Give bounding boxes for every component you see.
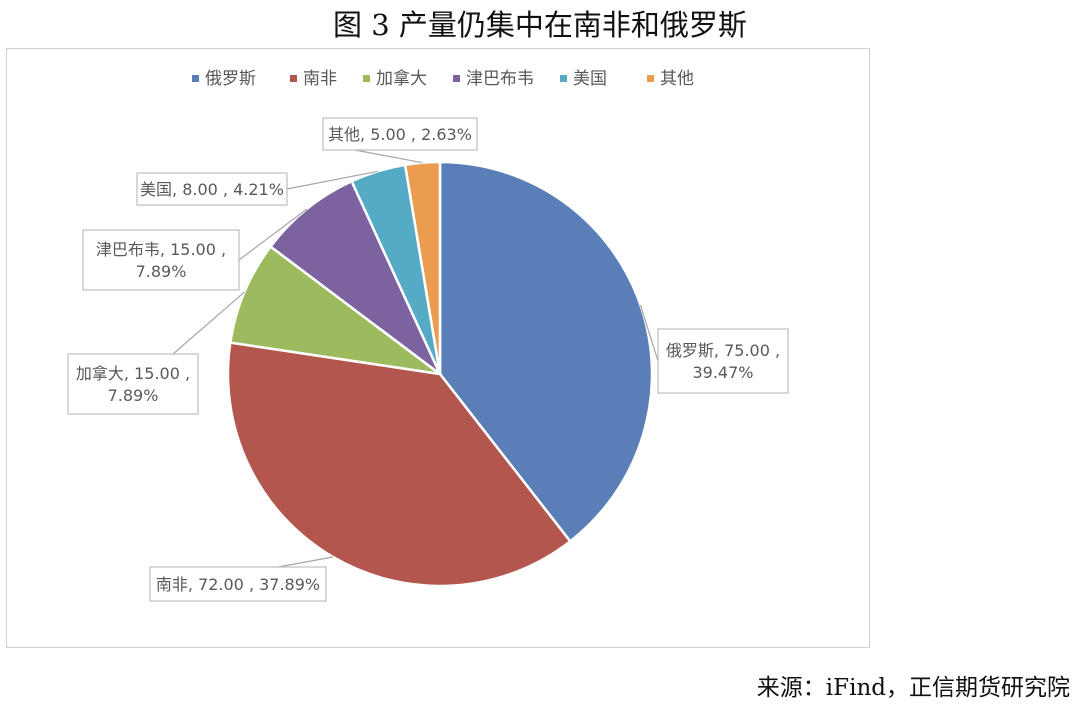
data-label-0-line-0: 俄罗斯, 75.00 , xyxy=(666,341,780,360)
pie-slices xyxy=(226,160,654,588)
pie-chart: 俄罗斯 南非 加拿大 津巴布韦 美国 其他 俄罗斯, 75.00 , 39.47% 南非, 7… xyxy=(67,68,789,602)
data-label-0-line-1: 39.47% xyxy=(692,363,753,382)
legend: 俄罗斯 南非 加拿大 津巴布韦 美国 其他 xyxy=(192,68,694,89)
legend-label-1: 南非 xyxy=(303,69,337,89)
data-label-3-line-0: 津巴布韦, 15.00 , xyxy=(96,240,226,259)
data-label-box-5 xyxy=(322,117,478,151)
legend-label-5: 其他 xyxy=(660,69,694,89)
figure-title: 图 3 产量仍集中在南非和俄罗斯 xyxy=(333,8,747,42)
leader-line-2 xyxy=(172,291,245,355)
legend-swatch-5 xyxy=(647,75,654,82)
pie-slice-2 xyxy=(228,244,441,376)
pie-slice-5 xyxy=(403,160,442,375)
data-label-5-line-0: 其他, 5.00 , 2.63% xyxy=(328,125,472,144)
leader-line-1 xyxy=(277,556,334,568)
chart-frame: 俄罗斯 南非 加拿大 津巴布韦 美国 其他 俄罗斯, 75.00 , 39.47% 南非, 7… xyxy=(6,48,870,648)
leader-lines xyxy=(172,149,659,568)
legend-label-4: 美国 xyxy=(573,69,607,89)
legend-swatch-0 xyxy=(192,75,199,82)
data-label-2-line-0: 加拿大, 15.00 , xyxy=(76,364,190,383)
legend-swatch-4 xyxy=(560,75,567,82)
data-label-box-4 xyxy=(136,172,288,206)
leader-line-5 xyxy=(354,149,423,164)
legend-label-3: 津巴布韦 xyxy=(466,69,534,89)
data-label-box-3 xyxy=(82,229,240,291)
legend-swatch-3 xyxy=(453,75,460,82)
data-label-box-0 xyxy=(657,328,789,394)
leader-line-0 xyxy=(639,304,659,362)
legend-label-0: 俄罗斯 xyxy=(205,69,256,89)
legend-label-2: 加拿大 xyxy=(376,68,427,89)
data-label-3-line-1: 7.89% xyxy=(136,262,187,281)
leader-line-4 xyxy=(286,170,378,190)
data-label-1-line-0: 南非, 72.00 , 37.89% xyxy=(156,575,320,594)
data-label-box-1 xyxy=(149,566,327,602)
data-labels: 俄罗斯, 75.00 , 39.47% 南非, 72.00 , 37.89% 加拿大,… xyxy=(67,117,789,602)
source-note: 来源：iFind，正信期货研究院 xyxy=(756,675,1070,701)
data-label-2-line-1: 7.89% xyxy=(108,386,159,405)
legend-swatch-2 xyxy=(363,75,370,82)
data-label-box-2 xyxy=(67,353,199,415)
legend-swatch-1 xyxy=(290,75,297,82)
leader-line-3 xyxy=(238,208,308,261)
pie-slice-3 xyxy=(268,179,442,375)
data-label-4-line-0: 美国, 8.00 , 4.21% xyxy=(140,180,284,199)
